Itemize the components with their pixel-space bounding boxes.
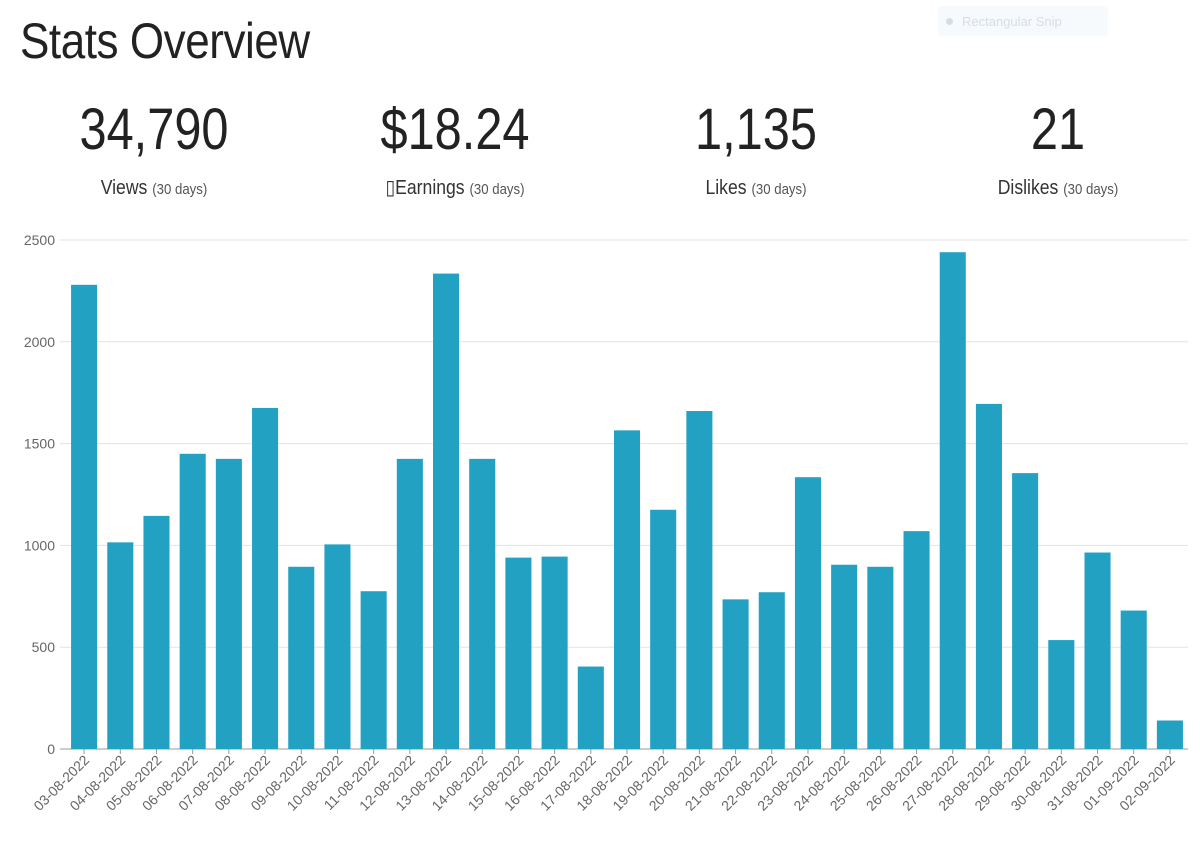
views-bar-chart: 0500100015002000250003-08-202204-08-2022… (24, 232, 1188, 814)
bar (613, 430, 641, 749)
stat-views-period: (30 days) (152, 181, 208, 198)
stat-views-value: 34,790 (79, 97, 229, 162)
stat-earnings-value: $18.24 (380, 97, 530, 162)
bar (650, 509, 677, 749)
bar (1048, 640, 1075, 749)
bar (252, 407, 279, 749)
y-tick-label: 1500 (24, 436, 55, 452)
bar (686, 411, 713, 749)
bar (215, 458, 242, 749)
bar (143, 515, 170, 749)
page-title: Stats Overview (20, 13, 310, 69)
bar (541, 556, 568, 749)
stat-earnings-period: (30 days) (469, 181, 525, 198)
stat-views-label: Views (100, 177, 148, 199)
bar (577, 666, 604, 749)
stat-earnings-caption: ▯Earnings (30 days) (323, 176, 587, 202)
stat-likes-caption: Likes (30 days) (624, 176, 888, 202)
stat-dislikes-label: Dislikes (997, 177, 1059, 199)
stat-dislikes-caption: Dislikes (30 days) (926, 176, 1190, 202)
bar (360, 591, 387, 749)
bar (831, 564, 858, 749)
bar (758, 592, 785, 749)
bar (433, 273, 460, 749)
bar (1012, 473, 1039, 749)
stat-dislikes: 21 Dislikes (30 days) (908, 90, 1200, 202)
snip-icon (946, 17, 953, 25)
y-tick-label: 0 (47, 741, 55, 757)
stat-earnings-label: ▯Earnings (385, 177, 465, 199)
y-tick-label: 2000 (24, 334, 55, 350)
bar (794, 477, 821, 749)
bar (903, 531, 930, 749)
stat-likes-value: 1,135 (695, 97, 817, 162)
stat-likes-label: Likes (705, 177, 747, 199)
bar (722, 599, 749, 749)
y-tick-label: 500 (32, 639, 56, 655)
rectangular-snip-button[interactable]: Rectangular Snip (938, 6, 1108, 36)
y-tick-label: 2500 (24, 232, 55, 248)
bar (179, 453, 206, 749)
bar (396, 458, 423, 749)
stat-likes: 1,135 Likes (30 days) (606, 90, 906, 202)
bar (469, 458, 496, 749)
y-tick-label: 1000 (24, 537, 55, 553)
bar (1120, 610, 1147, 749)
bar (867, 566, 894, 749)
rectangular-snip-label: Rectangular Snip (962, 13, 1062, 29)
bar (505, 557, 532, 749)
stat-earnings: $18.24 ▯Earnings (30 days) (305, 90, 605, 202)
bar (288, 566, 315, 749)
bar (324, 544, 351, 749)
bar (1084, 552, 1111, 749)
stat-views-caption: Views (30 days) (22, 176, 286, 202)
bar (939, 252, 966, 749)
stat-likes-period: (30 days) (751, 181, 807, 198)
stat-dislikes-value: 21 (1030, 97, 1086, 162)
stats-summary: 34,790 Views (30 days) $18.24 ▯Earnings … (0, 90, 1200, 210)
bar (975, 403, 1002, 749)
stat-views: 34,790 Views (30 days) (4, 90, 304, 202)
bar (107, 542, 134, 749)
stat-dislikes-period: (30 days) (1063, 181, 1119, 198)
bar (1156, 720, 1183, 749)
bar (71, 284, 98, 749)
